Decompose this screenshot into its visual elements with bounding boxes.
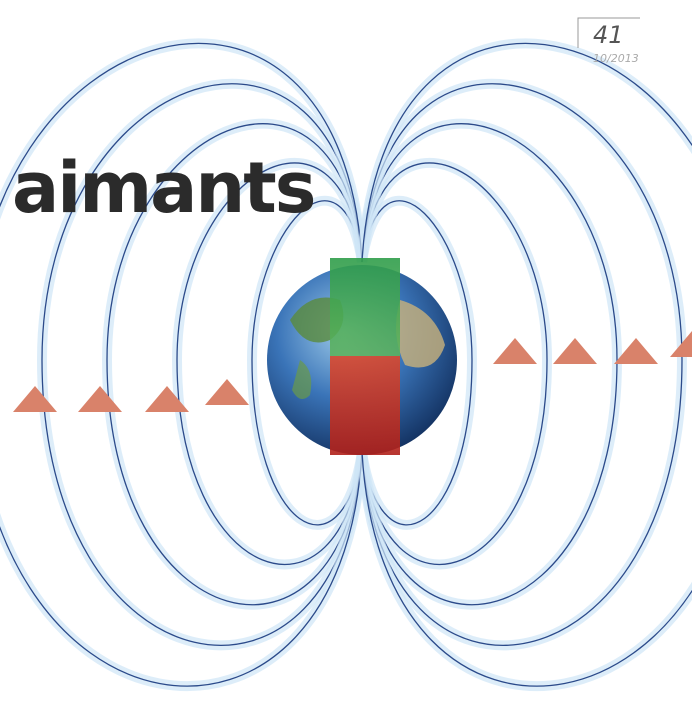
issue-date: 10/2013: [593, 52, 639, 65]
page-number: 41: [593, 21, 624, 49]
north-pole: [330, 258, 400, 356]
page: aimants 41 10/2013 (() => { const data =…: [0, 0, 692, 710]
illustration: aimants 41 10/2013: [0, 0, 692, 710]
south-pole: [330, 356, 400, 455]
magnet: [330, 258, 400, 455]
title: aimants: [12, 147, 314, 229]
